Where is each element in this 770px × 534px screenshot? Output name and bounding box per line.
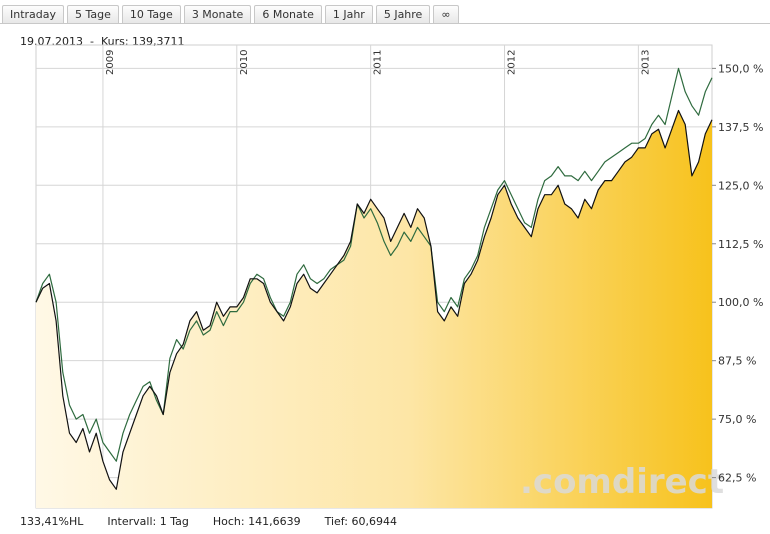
y-tick-label: 87,5 % [718, 355, 756, 368]
axis: 62,5 % 75,0 % 87,5 % 100,0 % 112,5 % 125,0 % 1… [105, 50, 764, 485]
y-tick-label: 125,0 % [718, 179, 763, 192]
tab-0[interactable]: Intraday [2, 5, 65, 24]
tab-7[interactable]: ∞ [433, 5, 459, 24]
x-tick-label: 2009 [105, 50, 116, 75]
y-tick-label: 62,5 % [718, 472, 756, 485]
tab-1[interactable]: 5 Tage [67, 5, 119, 24]
series-lines [35, 67, 713, 490]
footer-change: 133,41%HL [20, 515, 84, 528]
watermark: .comdirect [520, 462, 724, 502]
chart-footer: 133,41%HL Intervall: 1 Tag Hoch: 141,663… [20, 515, 421, 528]
range-tabs: Intraday 5 Tage 10 Tage 3 Monate 6 Monate 1 J… [2, 5, 462, 25]
tab-4[interactable]: 6 Monate [254, 5, 322, 24]
tab-5[interactable]: 1 Jahr [324, 5, 373, 24]
tab-6[interactable]: 5 Jahre [375, 5, 431, 24]
x-tick-label: 2010 [239, 50, 250, 75]
series-line-compare [35, 67, 713, 462]
x-tick-label: 2013 [640, 50, 651, 75]
x-tick-label: 2011 [373, 50, 384, 75]
y-tick-label: 150,0 % [718, 62, 763, 75]
area-fill [36, 110, 712, 508]
tab-2[interactable]: 10 Tage [121, 5, 181, 24]
series-line-main [35, 109, 713, 490]
y-tick-label: 100,0 % [718, 296, 763, 309]
footer-low: Tief: 60,6944 [324, 515, 397, 528]
info-separator: - [89, 35, 94, 48]
footer-interval: Intervall: 1 Tag [107, 515, 189, 528]
y-tick-label: 137,5 % [718, 121, 763, 134]
x-tick-label: 2012 [507, 50, 518, 75]
tab-3[interactable]: 3 Monate [183, 5, 252, 24]
y-tick-label: 75,0 % [718, 413, 756, 426]
tab-divider [0, 23, 770, 24]
footer-high: Hoch: 141,6639 [212, 515, 301, 528]
y-tick-label: 112,5 % [718, 238, 763, 251]
